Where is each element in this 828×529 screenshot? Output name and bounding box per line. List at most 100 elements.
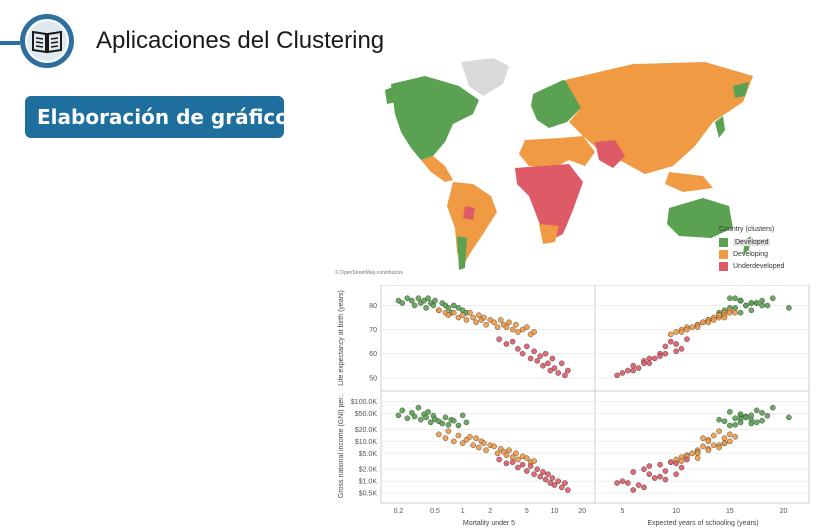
scatter-point (753, 419, 760, 426)
y-tick-label: $100.0K (351, 399, 377, 406)
scatter-point (509, 459, 516, 465)
scatter-point (497, 317, 504, 323)
map-region-southeast-asia (665, 172, 713, 192)
scatter-point (700, 443, 706, 450)
legend-label: Developed (733, 238, 771, 246)
map-region-north-africa (519, 138, 569, 168)
scatter-point (411, 413, 418, 420)
scatter-point (700, 319, 706, 326)
scatter-point (667, 331, 674, 338)
scatter-point (547, 367, 554, 374)
scatter-point (467, 309, 473, 316)
scatter-point (455, 422, 462, 429)
scatter-point (519, 461, 526, 468)
x-tick-label: 15 (726, 508, 734, 515)
scatter-point (524, 343, 530, 350)
scatter-point (710, 432, 717, 439)
x-tick-label: 5 (621, 508, 625, 515)
scatter-point (519, 350, 526, 357)
scatter-point (450, 302, 457, 309)
scatter-point (732, 434, 739, 440)
scatter-point (673, 348, 679, 355)
scatter-point (619, 478, 626, 484)
scatter-point (463, 419, 470, 426)
scatter-point (549, 355, 556, 362)
y-tick-label: $5.0K (359, 451, 378, 458)
scatter-point (689, 450, 696, 457)
map-region-greenland (461, 58, 509, 96)
scatter-point (463, 317, 470, 323)
x-tick-label: 10 (551, 508, 559, 515)
scatter-point (515, 456, 521, 463)
scatter-point (540, 362, 546, 369)
scatter-point (513, 450, 519, 457)
scatter-point (657, 461, 663, 468)
y-tick-label: 60 (369, 351, 377, 358)
scatter-point (551, 482, 558, 488)
scatter-point (439, 420, 446, 427)
x-tick-label: 0.5 (430, 508, 440, 515)
scatter-point (531, 458, 537, 464)
scatter-point (684, 336, 690, 343)
legend-item-developing[interactable]: Developing (719, 248, 811, 260)
scatter-point (694, 324, 701, 330)
map-region-middle-east (561, 136, 595, 166)
scatter-point (565, 367, 571, 374)
legend-title: Country (clusters) (719, 226, 775, 233)
scatter-point (732, 422, 739, 428)
x-tick-label: 1 (461, 508, 465, 515)
scatter-point (562, 480, 568, 486)
world-map (385, 58, 753, 270)
x-tick-label: 5 (525, 508, 529, 515)
scatter-point (558, 360, 565, 367)
legend-item-underdeveloped[interactable]: Underdeveloped (719, 260, 811, 272)
scatter-point (678, 464, 685, 471)
scatter-point (503, 341, 510, 347)
scatter-point (551, 365, 558, 371)
scatter-point (496, 336, 502, 343)
scatter-point (727, 438, 733, 445)
legend-item-developed[interactable]: Developed (719, 236, 811, 248)
scatter-point (716, 444, 722, 451)
scatter-point (630, 367, 637, 374)
scatter-point (436, 307, 442, 314)
scatter-point (678, 346, 685, 352)
scatter-point (524, 455, 530, 461)
scatter-point (531, 348, 537, 355)
y-tick-label: $50.0K (355, 411, 378, 418)
scatter-point (483, 447, 489, 453)
scatter-point (705, 447, 712, 453)
scatter-point (542, 476, 549, 483)
map-legend: Country (clusters) Developed Developing … (719, 226, 811, 272)
x-tick-label: 10 (672, 508, 680, 515)
scatter-point (737, 419, 744, 426)
scatter-point (732, 309, 739, 316)
scatter-point (558, 484, 565, 491)
scatter-point (721, 440, 728, 446)
scatter-point (635, 365, 642, 371)
scatter-point (450, 438, 457, 445)
scatter-point (565, 487, 571, 493)
scatter-point (481, 314, 487, 321)
y-tick-label: 80 (369, 303, 377, 310)
scatter-point (395, 412, 402, 419)
scatter-point (727, 295, 733, 302)
scatter-point (524, 468, 530, 474)
scatter-point (503, 452, 510, 458)
scatter-point (519, 326, 526, 333)
scatter-point (399, 300, 406, 306)
legend-swatch (719, 249, 728, 259)
map-region-japan (715, 116, 725, 138)
scatter-point (425, 409, 431, 415)
scatter-point (662, 476, 669, 483)
scatter-point (727, 431, 733, 438)
scatter-point (470, 314, 476, 321)
map-region-europe (531, 80, 585, 128)
scatter-point (425, 295, 431, 302)
scatter-point (759, 297, 765, 304)
scatter-matrix: 50 60 70 80 Life expectancy at birth (years)… (338, 285, 810, 527)
scatter-point (759, 302, 765, 309)
scatter-point (721, 435, 728, 442)
scatter-point (527, 463, 534, 469)
scatter-point (727, 409, 733, 415)
